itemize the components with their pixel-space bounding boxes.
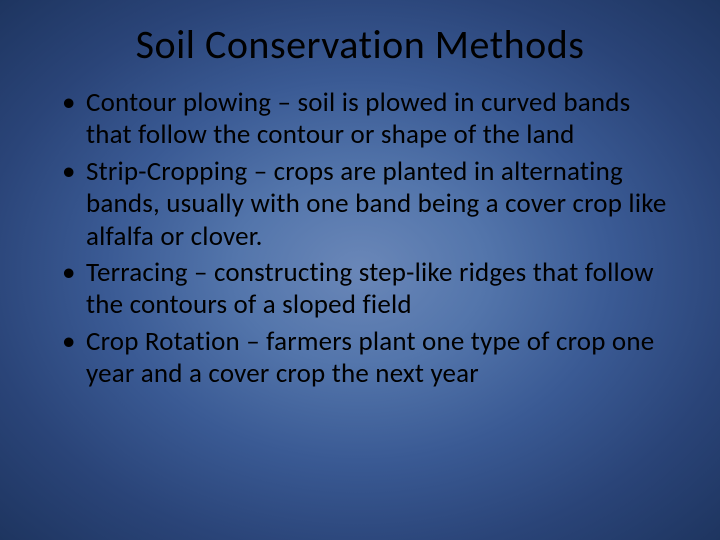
- bullet-item: Strip-Cropping – crops are planted in al…: [58, 156, 670, 253]
- bullet-item: Crop Rotation – farmers plant one type o…: [58, 326, 670, 391]
- bullet-item: Contour plowing – soil is plowed in curv…: [58, 87, 670, 152]
- slide-container: Soil Conservation Methods Contour plowin…: [0, 0, 720, 540]
- slide-title: Soil Conservation Methods: [50, 20, 670, 69]
- bullet-item: Terracing – constructing step-like ridge…: [58, 257, 670, 322]
- slide-content: Contour plowing – soil is plowed in curv…: [50, 87, 670, 500]
- bullet-list: Contour plowing – soil is plowed in curv…: [50, 87, 670, 391]
